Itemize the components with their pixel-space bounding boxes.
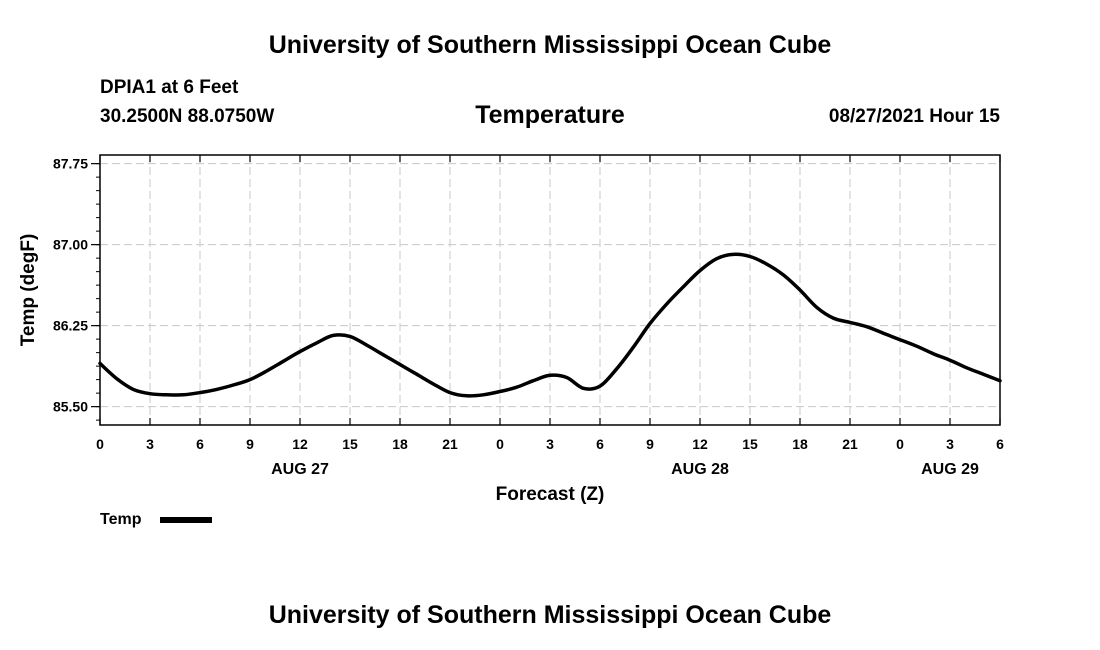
x-tick-label: 21 xyxy=(442,436,458,452)
x-tick-label: 21 xyxy=(842,436,858,452)
chart-title: Temperature xyxy=(475,101,625,129)
y-tick-label: 85.50 xyxy=(53,399,88,415)
grid-lines xyxy=(100,155,1000,425)
date-label: AUG 27 xyxy=(271,461,329,478)
temp-series-line xyxy=(98,252,1002,398)
plot-frame xyxy=(99,154,1001,426)
x-tick-label: 15 xyxy=(742,436,758,452)
date-label: AUG 29 xyxy=(921,461,979,478)
x-tick-label: 3 xyxy=(946,436,954,452)
x-tick-label: 9 xyxy=(246,436,254,452)
date-label: AUG 28 xyxy=(671,461,729,478)
footer-title: University of Southern Mississippi Ocean… xyxy=(268,601,832,629)
x-tick-label: 6 xyxy=(996,436,1004,452)
y-tick-label: 87.75 xyxy=(53,156,88,172)
header-title: University of Southern Mississippi Ocean… xyxy=(268,31,832,59)
x-tick-label: 12 xyxy=(692,436,708,452)
y-axis-title: Temp (degF) xyxy=(18,234,39,347)
y-tick-label: 86.25 xyxy=(53,318,88,334)
y-tick-label: 87.00 xyxy=(53,237,88,253)
x-tick-label: 0 xyxy=(896,436,904,452)
x-tick-label: 12 xyxy=(292,436,308,452)
x-tick-label: 15 xyxy=(342,436,358,452)
x-tick-label: 6 xyxy=(596,436,604,452)
x-axis-title: Forecast (Z) xyxy=(496,484,605,505)
date-labels: AUG 27 AUG 28 AUG 29 xyxy=(271,461,979,478)
x-tick-label: 0 xyxy=(96,436,104,452)
x-tick-label: 6 xyxy=(196,436,204,452)
x-tick-label: 3 xyxy=(546,436,554,452)
y-axis-ticks: 85.50 86.25 87.00 87.75 xyxy=(53,156,100,415)
station-label: DPIA1 at 6 Feet xyxy=(100,77,239,98)
forecast-datetime: 08/27/2021 Hour 15 xyxy=(828,106,1000,127)
x-tick-label: 0 xyxy=(496,436,504,452)
x-axis-ticks: 0 3 6 9 12 15 18 21 0 3 6 9 12 15 18 21 0 3 6 xyxy=(96,155,1004,452)
coordinates-label: 30.2500N 88.0750W xyxy=(100,106,275,127)
x-tick-label: 3 xyxy=(146,436,154,452)
x-tick-label: 9 xyxy=(646,436,654,452)
x-tick-label: 18 xyxy=(392,436,408,452)
x-tick-label: 18 xyxy=(792,436,808,452)
legend-label: Temp xyxy=(100,511,142,528)
